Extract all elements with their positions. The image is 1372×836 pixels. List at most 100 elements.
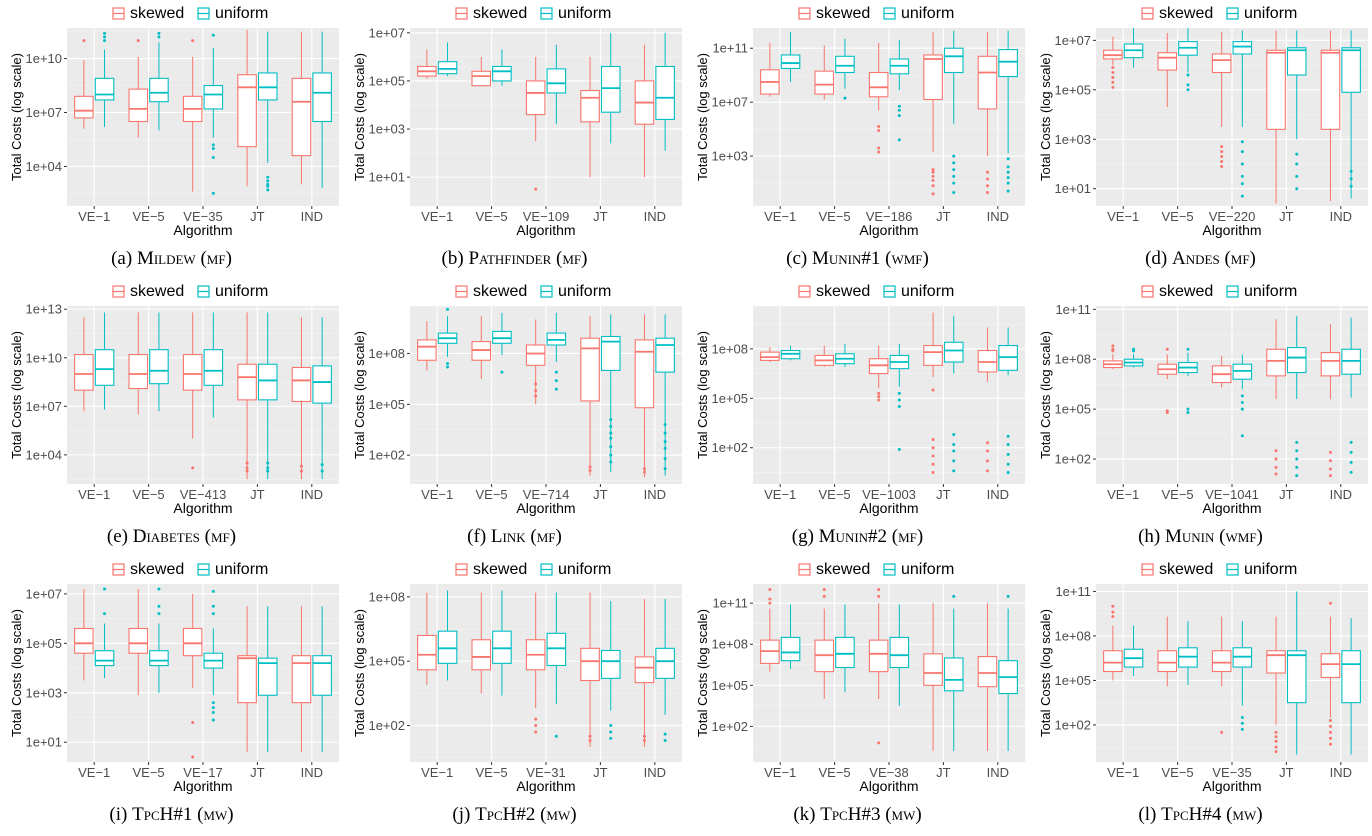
x-tick-label: JT bbox=[250, 765, 265, 780]
outlier-point bbox=[877, 594, 881, 598]
box-skewed bbox=[471, 316, 492, 379]
legend-label: skewed bbox=[130, 283, 184, 300]
outlier-point bbox=[931, 454, 935, 458]
outlier-point bbox=[1328, 474, 1332, 478]
outlier-point bbox=[952, 449, 956, 453]
outlier-point bbox=[897, 391, 901, 395]
outlier-point bbox=[1006, 165, 1010, 169]
boxplot-svg: skewed uniform 1e+04 1e+07 1e+10 VE−1 VE−5 VE−3… bbox=[9, 5, 339, 238]
outlier-point bbox=[822, 587, 826, 591]
outlier-point bbox=[1111, 610, 1115, 614]
box-iqr bbox=[1320, 653, 1341, 679]
caption-letter: (h) bbox=[1138, 526, 1166, 547]
legend: skewed uniform bbox=[112, 5, 268, 22]
outlier-point bbox=[1240, 721, 1244, 725]
box-skewed bbox=[417, 321, 437, 371]
box-uniform bbox=[1341, 317, 1361, 474]
outlier-point bbox=[897, 398, 901, 402]
x-tick-label: JT bbox=[593, 209, 608, 224]
x-tick-label: VE−5 bbox=[819, 765, 851, 780]
box-iqr bbox=[634, 656, 655, 684]
box-iqr bbox=[257, 657, 278, 696]
y-tick-label: 1e+05 bbox=[368, 73, 405, 88]
outlier-point bbox=[1240, 434, 1244, 438]
outlier-point bbox=[1328, 467, 1332, 471]
y-tick-label: 1e+11 bbox=[712, 41, 748, 56]
box-skewed bbox=[74, 39, 94, 129]
x-tick-label: VE−1 bbox=[421, 765, 453, 780]
box-uniform bbox=[437, 307, 458, 369]
outlier-point bbox=[534, 717, 538, 721]
box-skewed bbox=[1211, 355, 1232, 388]
outlier-point bbox=[609, 730, 613, 734]
box-uniform bbox=[600, 32, 621, 144]
box-iqr bbox=[600, 335, 621, 371]
box-skewed bbox=[760, 347, 780, 363]
box-iqr bbox=[417, 339, 437, 361]
box-uniform bbox=[780, 604, 801, 669]
caption-letter: (j) bbox=[452, 804, 476, 825]
caption-tag: (mf) bbox=[891, 526, 924, 547]
x-tick-label: VE−1 bbox=[78, 487, 110, 502]
box-iqr bbox=[312, 365, 332, 404]
y-tick-label: 1e+07 bbox=[25, 399, 62, 414]
box-iqr bbox=[580, 647, 600, 682]
box-iqr bbox=[74, 95, 94, 119]
box-uniform bbox=[1178, 621, 1198, 685]
box-uniform bbox=[94, 587, 115, 678]
outlier-point bbox=[663, 446, 667, 450]
box-uniform bbox=[1123, 625, 1144, 676]
box-iqr bbox=[471, 70, 492, 87]
outlier-point bbox=[157, 587, 161, 591]
outlier-point bbox=[1295, 162, 1299, 166]
box-iqr bbox=[94, 650, 115, 667]
y-tick-label: 1e+02 bbox=[368, 448, 405, 463]
outlier-point bbox=[534, 389, 538, 393]
outlier-point bbox=[1349, 169, 1353, 173]
x-tick-label: JT bbox=[1279, 209, 1294, 224]
x-axis-title: Algorithm bbox=[516, 222, 575, 238]
outlier-point bbox=[554, 387, 558, 391]
legend-label: skewed bbox=[1159, 561, 1213, 578]
outlier-point bbox=[1006, 594, 1010, 598]
box-skewed bbox=[1266, 30, 1286, 204]
x-axis-title: Algorithm bbox=[859, 500, 918, 516]
box-uniform bbox=[1341, 30, 1361, 199]
caption-tag: (mw) bbox=[197, 804, 234, 825]
y-tick-label: 1e+11 bbox=[1055, 302, 1091, 317]
x-tick-label: IND bbox=[987, 487, 1009, 502]
box-skewed bbox=[128, 39, 149, 138]
outlier-point bbox=[985, 191, 989, 195]
box-skewed bbox=[634, 44, 655, 178]
y-tick-label: 1e+10 bbox=[25, 350, 62, 365]
box-iqr bbox=[1320, 352, 1341, 377]
box-skewed bbox=[977, 32, 998, 195]
box-skewed bbox=[1211, 31, 1232, 168]
outlier-point bbox=[299, 469, 303, 473]
caption-dataset-name: TpcH#3 bbox=[820, 804, 886, 825]
outlier-point bbox=[609, 431, 613, 435]
legend-label: uniform bbox=[558, 561, 611, 578]
outlier-point bbox=[211, 612, 215, 616]
box-skewed bbox=[237, 312, 257, 480]
box-uniform bbox=[943, 315, 964, 473]
outlier-point bbox=[931, 462, 935, 466]
box-iqr bbox=[437, 630, 458, 664]
box-iqr bbox=[182, 353, 203, 391]
outlier-point bbox=[211, 718, 215, 722]
outlier-point bbox=[1295, 187, 1299, 191]
box-uniform bbox=[257, 606, 278, 753]
outlier-point bbox=[985, 449, 989, 453]
outlier-point bbox=[1111, 615, 1115, 619]
x-axis-title: Algorithm bbox=[1202, 778, 1261, 794]
x-tick-label: JT bbox=[250, 209, 265, 224]
box-uniform bbox=[1232, 621, 1253, 731]
outlier-point bbox=[609, 424, 613, 428]
box-skewed bbox=[977, 327, 998, 473]
outlier-point bbox=[1295, 474, 1299, 478]
box-skewed bbox=[580, 56, 600, 178]
box-skewed bbox=[814, 45, 835, 100]
legend: skewed uniform bbox=[798, 283, 954, 300]
figure-caption: (a) Mildew (mf) bbox=[0, 248, 343, 270]
box-skewed bbox=[1211, 616, 1232, 734]
